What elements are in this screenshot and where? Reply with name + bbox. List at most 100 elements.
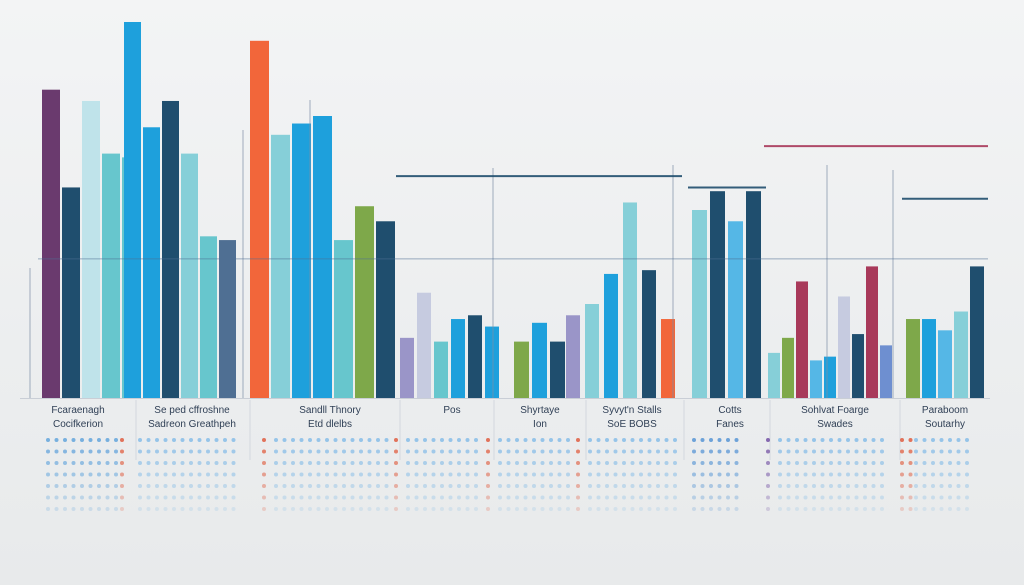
bar-g6-3 — [746, 191, 761, 398]
decor-dot — [114, 472, 118, 477]
decor-dot — [939, 507, 944, 511]
bar-g5-3 — [623, 202, 637, 398]
decor-dot — [613, 438, 618, 442]
decor-dot — [423, 461, 427, 465]
decor-dot — [359, 484, 363, 488]
decor-dot — [596, 507, 601, 511]
decor-dot — [837, 449, 842, 454]
decor-dot — [299, 507, 304, 511]
decor-dot — [457, 507, 461, 511]
decor-dot — [717, 472, 722, 477]
decor-dot — [914, 472, 918, 477]
bar-g7-2 — [796, 281, 808, 398]
decor-dot — [766, 461, 770, 465]
decor-dot — [274, 449, 278, 454]
decor-dot — [457, 449, 461, 454]
decor-dot — [700, 438, 705, 442]
decor-dot — [880, 484, 884, 488]
decor-dot — [465, 495, 470, 500]
decor-dot — [956, 484, 961, 488]
decor-dot — [138, 449, 142, 454]
decor-dot — [414, 438, 419, 442]
decor-dot — [223, 472, 227, 477]
decor-dot — [172, 438, 176, 442]
decor-dot — [384, 449, 389, 454]
decor-dot — [146, 461, 151, 465]
decor-dot — [588, 507, 592, 511]
decor-dot — [367, 495, 372, 500]
decor-dot — [588, 449, 592, 454]
decor-dot — [922, 495, 927, 500]
decor-dot — [172, 449, 176, 454]
decor-dot — [316, 472, 321, 477]
decor-dot — [956, 472, 961, 477]
decor-dot — [766, 495, 770, 500]
decor-dot — [172, 484, 176, 488]
bar-g0-2 — [82, 100, 100, 399]
decor-dot — [80, 507, 84, 511]
bar-g4-0 — [514, 341, 529, 398]
decor-dot — [914, 495, 918, 500]
decor-dot — [172, 461, 176, 465]
decor-dot — [189, 484, 193, 488]
decor-dot — [197, 438, 202, 442]
decor-dot — [557, 495, 562, 500]
decor-dot — [709, 461, 713, 465]
decor-dot — [431, 449, 436, 454]
decor-dot — [812, 507, 816, 511]
decor-dot — [114, 484, 118, 488]
decor-dot — [274, 461, 278, 465]
decor-dot — [114, 495, 118, 500]
decor-dot — [431, 472, 436, 477]
decor-dot — [120, 438, 124, 442]
decor-dot — [549, 438, 553, 442]
decor-dot — [692, 449, 696, 454]
decor-dot — [664, 461, 669, 465]
decor-dot — [206, 449, 210, 454]
decor-dot — [97, 484, 101, 488]
decor-dot — [172, 495, 176, 500]
decor-dot — [180, 472, 185, 477]
decor-dot — [440, 449, 444, 454]
bar-g1-0 — [124, 22, 141, 398]
decor-dot — [656, 484, 660, 488]
bar-g8-2 — [938, 330, 952, 398]
decor-dot — [155, 472, 159, 477]
decor-dot — [231, 438, 236, 442]
decor-dot — [333, 507, 338, 511]
decor-dot — [846, 472, 850, 477]
decor-dot — [506, 449, 511, 454]
decor-dot — [803, 495, 808, 500]
decor-dot — [172, 507, 176, 511]
bar-g8-0 — [906, 319, 920, 398]
bar-g7-8 — [880, 345, 892, 398]
decor-dot — [717, 495, 722, 500]
decor-dot — [367, 484, 372, 488]
decor-dot — [846, 461, 850, 465]
decor-dot — [515, 449, 519, 454]
decor-dot — [291, 484, 295, 488]
decor-dot — [97, 472, 101, 477]
bar-g5-2 — [604, 273, 618, 398]
decor-dot — [63, 472, 67, 477]
decor-dot — [880, 461, 884, 465]
decor-dot — [448, 472, 453, 477]
decor-dot — [931, 495, 935, 500]
decor-dot — [316, 461, 321, 465]
decor-dot — [394, 484, 398, 488]
decor-dot — [197, 484, 202, 488]
decor-dot — [457, 461, 461, 465]
decor-dot — [163, 461, 168, 465]
decor-dot — [506, 472, 511, 477]
decor-dot — [206, 461, 210, 465]
decor-dot — [431, 461, 436, 465]
decor-dot — [726, 449, 730, 454]
decor-dot — [965, 461, 969, 465]
decor-dot — [549, 461, 553, 465]
decor-dot — [523, 495, 528, 500]
decor-dot — [506, 495, 511, 500]
decor-dot — [414, 461, 419, 465]
decor-dot — [709, 484, 713, 488]
decor-dot — [282, 484, 287, 488]
decor-dot — [465, 484, 470, 488]
